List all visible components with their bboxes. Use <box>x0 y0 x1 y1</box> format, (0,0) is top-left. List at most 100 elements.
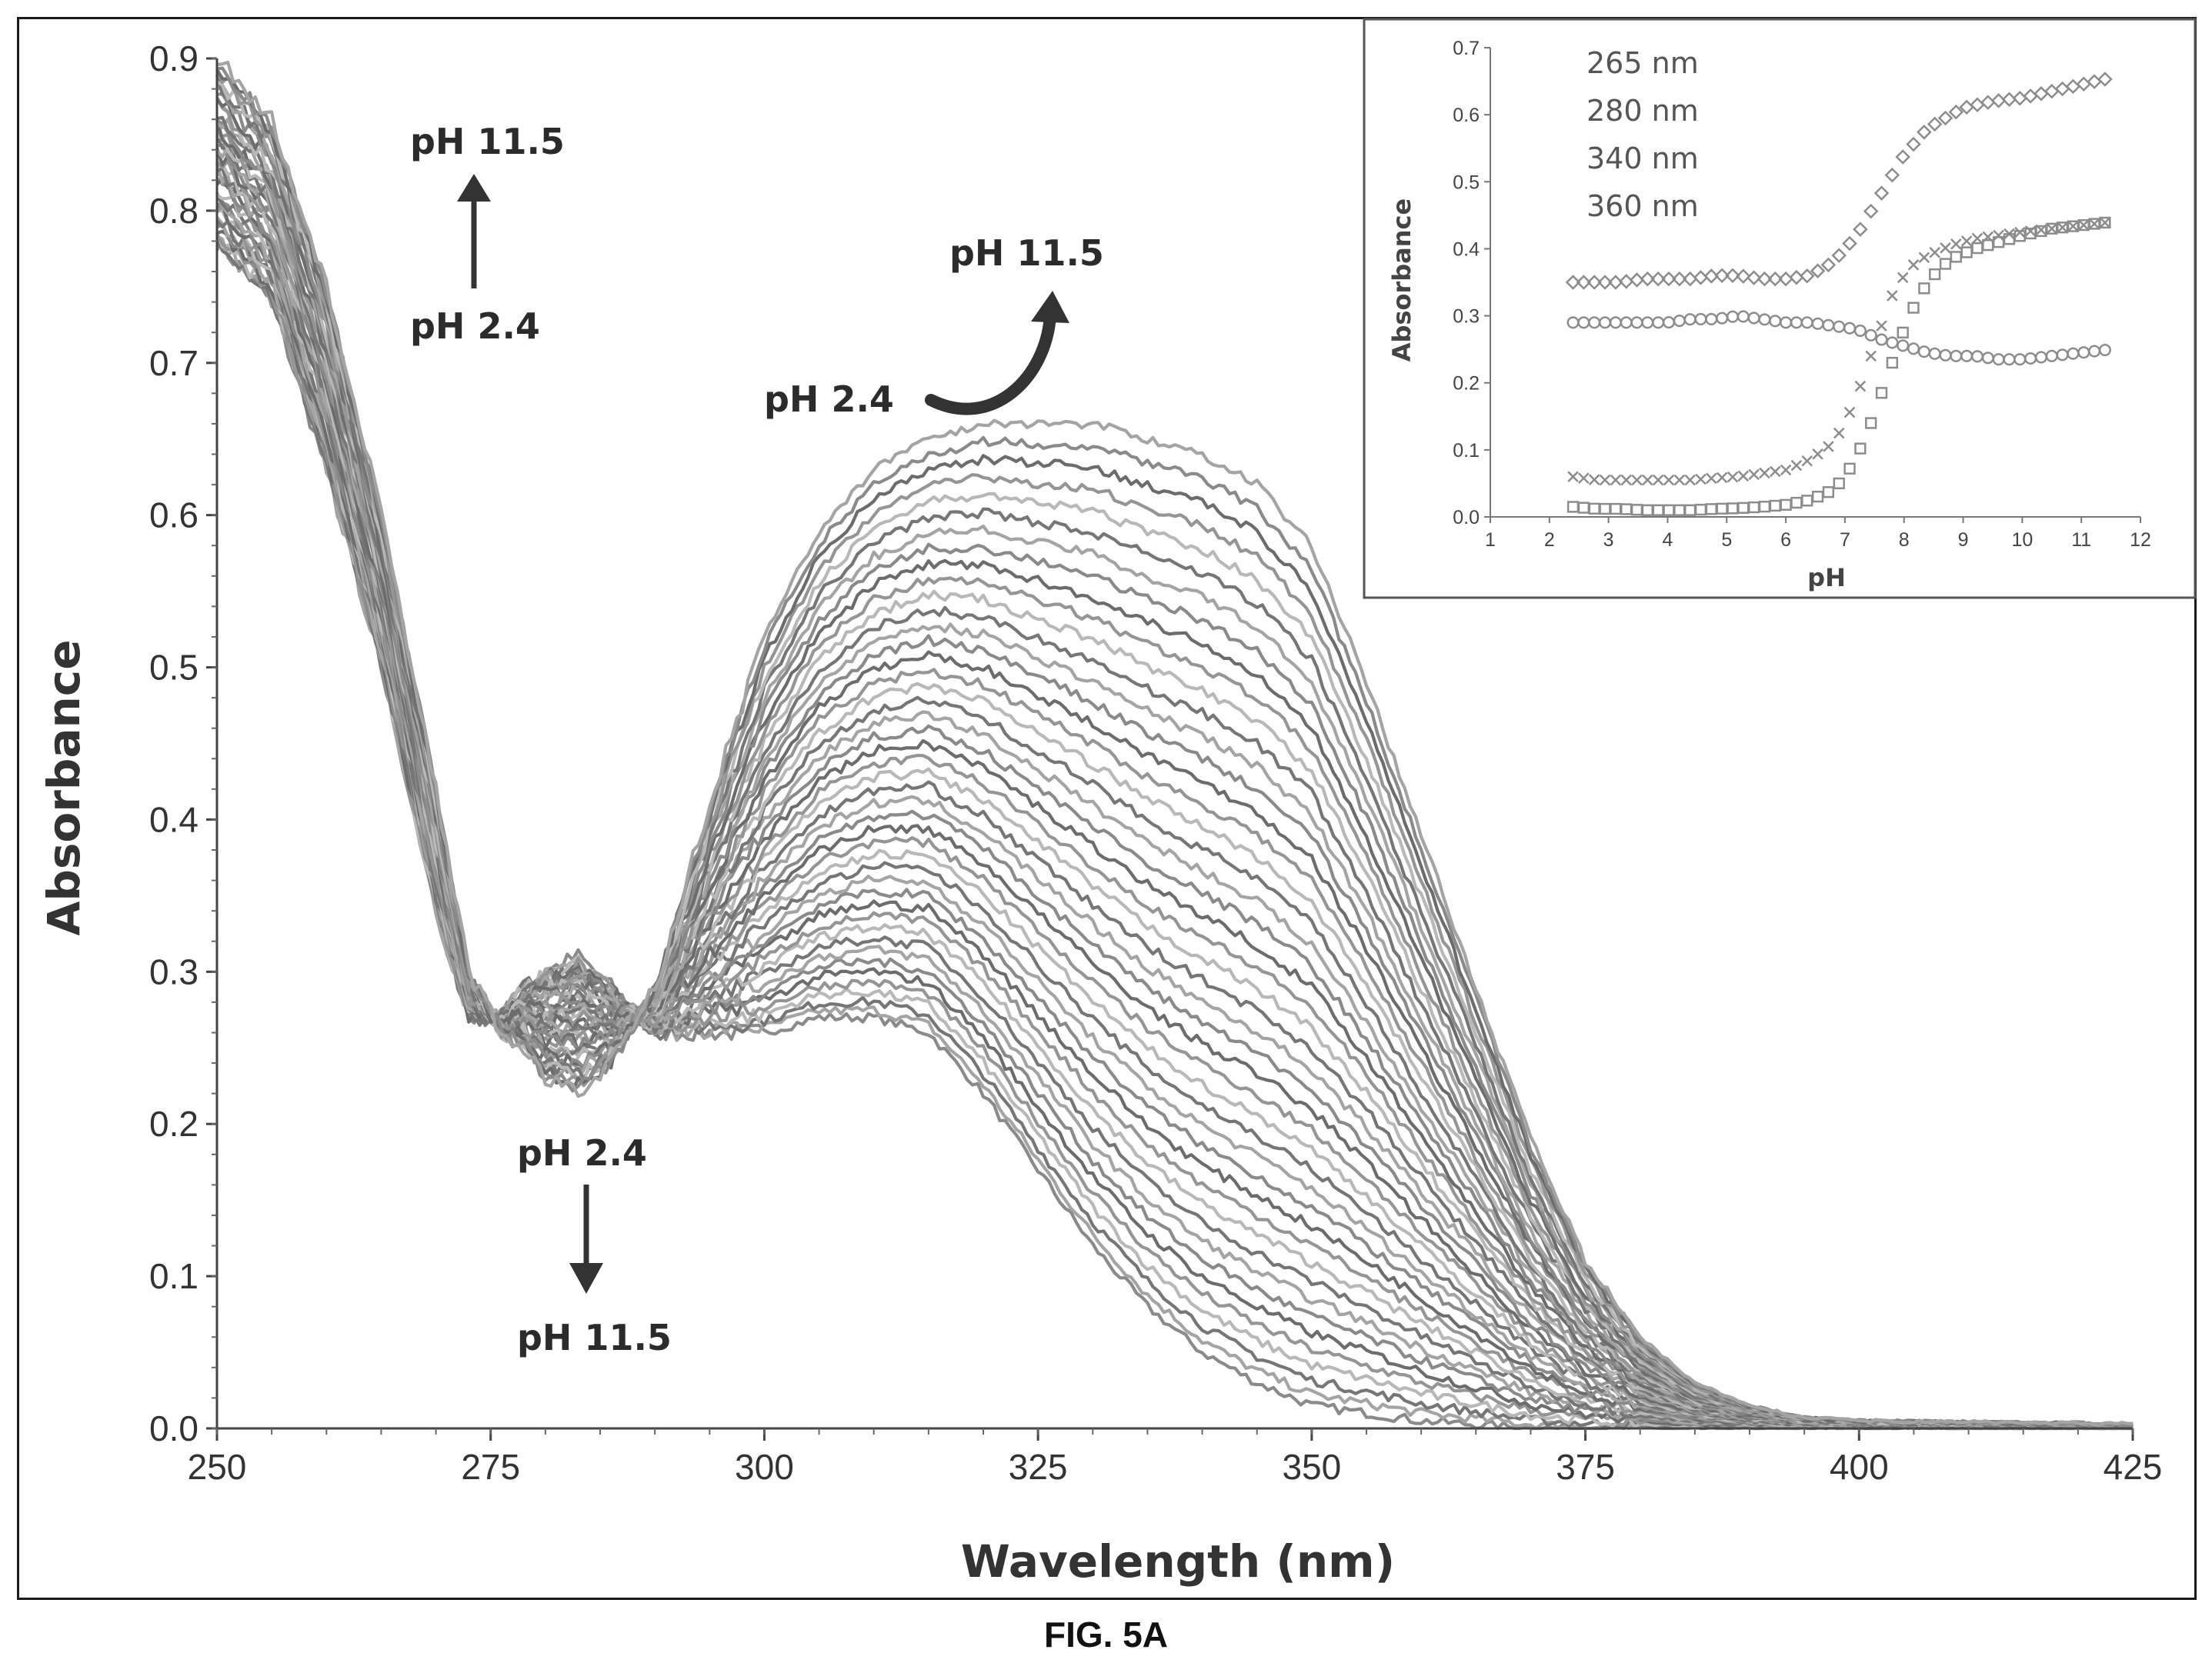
square-point <box>1865 417 1877 429</box>
inset-y-tick-label: 0.2 <box>1453 373 1480 395</box>
inset-legend-entry: 360 nm <box>1586 189 1699 223</box>
y-tick-label: 0.2 <box>149 1104 199 1144</box>
ph-label: pH 11.5 <box>949 232 1104 274</box>
inset-x-tick-label: 9 <box>1958 529 1969 551</box>
inset-x-axis-title: pH <box>1807 563 1846 592</box>
square-point <box>1875 387 1888 399</box>
square-point <box>1939 258 1952 270</box>
diamond-point <box>1799 268 1815 284</box>
y-tick-label: 0.5 <box>149 648 199 688</box>
cross-point <box>1940 242 1951 254</box>
cross-point <box>1706 472 1717 485</box>
cross-point <box>1971 232 1983 245</box>
cross-point <box>1652 474 1664 486</box>
cross-point <box>1801 455 1813 467</box>
cross-point <box>2077 219 2090 231</box>
square-point <box>1854 442 1867 455</box>
cross-point <box>1790 459 1803 472</box>
cross-point <box>1673 474 1686 486</box>
y-axis-title: Absorbance <box>38 639 90 935</box>
square-point <box>2099 216 2111 229</box>
inset-legend: 265 nm 280 nm 340 nm 360 nm <box>1586 46 1699 223</box>
x-axis-title: Wavelength (nm) <box>961 1535 1395 1588</box>
diamond-point <box>1831 248 1847 263</box>
diamond-point <box>1725 268 1740 284</box>
inset-x-tick-label: 8 <box>1899 529 1910 551</box>
cross-point <box>1887 290 1898 302</box>
circle-point <box>2098 343 2111 357</box>
inset-legend-entry: 340 nm <box>1586 142 1699 175</box>
diamond-point <box>1640 271 1656 287</box>
inset-x-tick-label: 7 <box>1840 529 1850 551</box>
inset-legend-entry: 280 nm <box>1586 94 1699 128</box>
inset-x-tick-label: 6 <box>1780 529 1791 551</box>
inset-y-tick-label: 0.4 <box>1453 238 1480 260</box>
inset-x-tick-label: 1 <box>1485 529 1496 551</box>
cross-point <box>1823 441 1834 452</box>
cross-point <box>1993 229 2004 242</box>
inset-series <box>1567 217 2111 486</box>
curved-arrow <box>925 309 1056 415</box>
cross-point <box>1578 472 1590 484</box>
diamond-point <box>1736 268 1751 284</box>
inset-y-tick-label: 0.1 <box>1453 440 1480 462</box>
cross-point <box>1907 259 1920 271</box>
diamond-point <box>1873 185 1890 201</box>
square-point <box>1886 356 1899 369</box>
diamond-point <box>1927 116 1943 132</box>
x-tick-label: 325 <box>1009 1447 1068 1487</box>
square-point <box>1929 268 1941 281</box>
inset-series <box>1566 310 2111 366</box>
diamond-point <box>1586 275 1602 290</box>
x-tick-label: 275 <box>461 1447 520 1487</box>
inset-data-points <box>1565 72 2113 516</box>
inset-axes <box>1484 47 2141 523</box>
x-tick-label: 375 <box>1556 1447 1615 1487</box>
diamond-point <box>1650 271 1666 287</box>
cross-point <box>1918 252 1930 264</box>
diamond-point <box>1576 275 1592 290</box>
cross-point <box>1716 472 1728 484</box>
x-tick-label: 350 <box>1282 1447 1341 1487</box>
diamond-point <box>1948 104 1964 120</box>
y-tick-label: 0.0 <box>149 1408 199 1448</box>
inset-x-tick-label: 3 <box>1603 529 1614 551</box>
cross-point <box>2088 218 2100 230</box>
ph-label: pH 11.5 <box>517 1317 672 1358</box>
diamond-point <box>1863 203 1879 219</box>
cross-point <box>1769 465 1781 478</box>
main-axes <box>206 57 2134 1441</box>
x-tick-label: 250 <box>188 1447 247 1487</box>
circle-point <box>1853 324 1867 338</box>
inset-tick-labels: 0.00.10.20.30.40.50.60.71 2 3 4 5 6 7 8 9 10 11 12 <box>1453 38 2151 551</box>
inset-series <box>1566 216 2111 516</box>
cross-point <box>1727 471 1739 483</box>
down-arrow-head <box>569 1263 603 1294</box>
x-tick-label: 425 <box>2104 1447 2163 1487</box>
y-tick-label: 0.4 <box>149 799 199 839</box>
cross-point <box>1567 471 1579 482</box>
diamond-point <box>1597 275 1613 290</box>
diamond-point <box>1937 110 1953 126</box>
diamond-point <box>1661 271 1677 287</box>
diamond-point <box>1810 263 1826 278</box>
cross-point <box>1876 320 1887 332</box>
cross-point <box>2057 222 2068 234</box>
diamond-point <box>1672 271 1687 287</box>
ph-label: pH 2.4 <box>517 1132 647 1174</box>
diamond-point <box>1629 272 1645 288</box>
cross-point <box>1631 474 1643 486</box>
cross-point <box>2067 220 2079 232</box>
cross-point <box>1737 470 1750 482</box>
ph-label: pH 2.4 <box>410 305 540 347</box>
cross-point <box>1695 473 1707 485</box>
inset-y-tick-label: 0.3 <box>1453 306 1480 328</box>
inset-x-tick-label: 12 <box>2130 529 2151 551</box>
diamond-point <box>1895 149 1910 165</box>
cross-point <box>1843 406 1856 418</box>
y-tick-label: 0.1 <box>149 1256 199 1296</box>
inset-x-tick-label: 4 <box>1663 529 1673 551</box>
inset-y-tick-label: 0.0 <box>1453 507 1480 528</box>
spectrum-line <box>216 60 2133 1427</box>
